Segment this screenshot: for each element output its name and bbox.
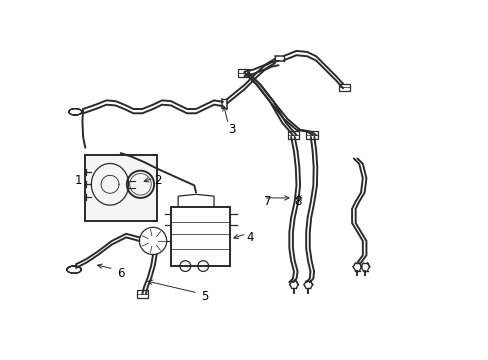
Bar (136, 290, 148, 298)
Bar (238, 69, 249, 77)
Bar (287, 131, 298, 139)
Bar (171, 207, 230, 266)
Text: 1: 1 (75, 174, 82, 187)
Text: 6: 6 (117, 267, 124, 280)
Text: 7: 7 (264, 195, 271, 208)
Text: 2: 2 (154, 174, 161, 187)
Bar (338, 84, 349, 91)
Text: 3: 3 (228, 123, 235, 136)
Text: 4: 4 (245, 231, 253, 244)
Bar (305, 131, 317, 139)
Text: 8: 8 (293, 195, 301, 208)
Bar (85, 155, 156, 221)
Text: 5: 5 (200, 290, 207, 303)
